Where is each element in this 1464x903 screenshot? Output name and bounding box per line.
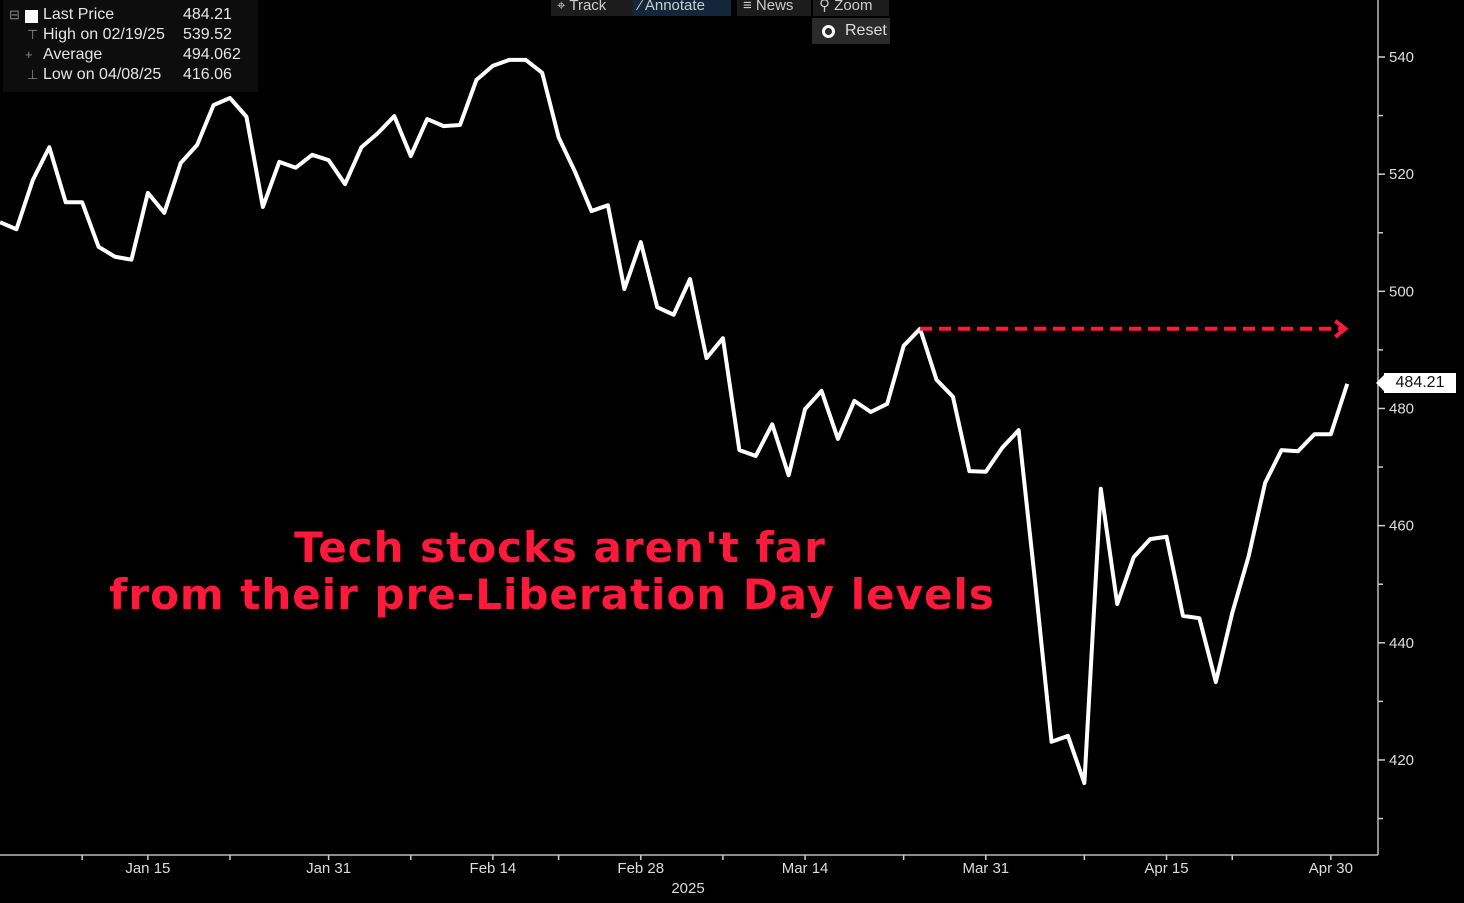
reset-icon <box>822 25 835 38</box>
y-tick-label: 520 <box>1389 166 1414 183</box>
average-marker-icon: + <box>25 47 33 62</box>
annotation-line-2: from their pre-Liberation Day levels <box>109 570 995 619</box>
collapse-icon[interactable]: ⊟ <box>9 7 20 22</box>
legend-value: 484.21 <box>183 6 232 23</box>
x-tick-label: Feb 28 <box>617 860 664 877</box>
x-tick-label: Mar 14 <box>782 860 829 877</box>
white-swatch-icon <box>25 10 38 23</box>
y-tick-label: 460 <box>1389 518 1414 535</box>
arrow-head-icon <box>1334 319 1349 339</box>
x-tick-label: Apr 15 <box>1144 860 1188 877</box>
news-icon: ≡ <box>743 0 756 14</box>
legend-label: Last Price <box>43 6 115 23</box>
legend-value: 416.06 <box>183 66 232 83</box>
y-tick-label: 420 <box>1389 752 1414 769</box>
news-button[interactable]: ≡ News <box>737 0 811 16</box>
zoom-button[interactable]: ⚲ Zoom <box>813 0 889 16</box>
zoom-label: Zoom <box>834 0 873 14</box>
legend-value: 539.52 <box>183 26 232 43</box>
y-tick-label: 500 <box>1389 283 1414 300</box>
news-label: News <box>755 0 794 14</box>
legend-value: 494.062 <box>183 46 241 63</box>
low-marker-icon: ⊥ <box>27 67 39 82</box>
legend-label: Low on 04/08/25 <box>43 66 162 83</box>
y-tick-label: 480 <box>1389 400 1414 417</box>
x-tick-label: Jan 15 <box>125 860 170 877</box>
annotation-line-1: Tech stocks aren't far <box>294 523 826 572</box>
legend-label: Average <box>43 46 103 63</box>
pencil-icon: ∕ <box>639 0 645 14</box>
x-tick-label: Feb 14 <box>470 860 517 877</box>
x-tick-label: Mar 31 <box>962 860 1009 877</box>
price-line <box>0 57 1350 786</box>
annotate-button[interactable]: ∕ Annotate <box>633 0 731 16</box>
last-price-tag: 484.21 <box>1376 373 1456 393</box>
x-tick-label: Apr 30 <box>1309 860 1353 877</box>
y-tick-label: 540 <box>1389 49 1414 66</box>
x-tick-label: Jan 31 <box>306 860 351 877</box>
x-axis-title: 2025 <box>671 880 704 897</box>
legend-label: High on 02/19/25 <box>43 26 165 43</box>
legend-panel: ⊟ Last Price 484.21 ⊤ High on 02/19/25 5… <box>3 0 258 92</box>
track-label: Track <box>569 0 607 14</box>
crosshair-icon: ⌖ <box>557 0 570 14</box>
magnifier-icon: ⚲ <box>819 0 835 14</box>
reset-button[interactable]: Reset <box>812 18 890 44</box>
high-marker-icon: ⊤ <box>27 27 39 42</box>
track-button[interactable]: ⌖ Track <box>551 0 633 16</box>
reset-label: Reset <box>845 22 887 39</box>
annotate-label: Annotate <box>644 0 705 14</box>
y-tick-label: 440 <box>1389 635 1414 652</box>
